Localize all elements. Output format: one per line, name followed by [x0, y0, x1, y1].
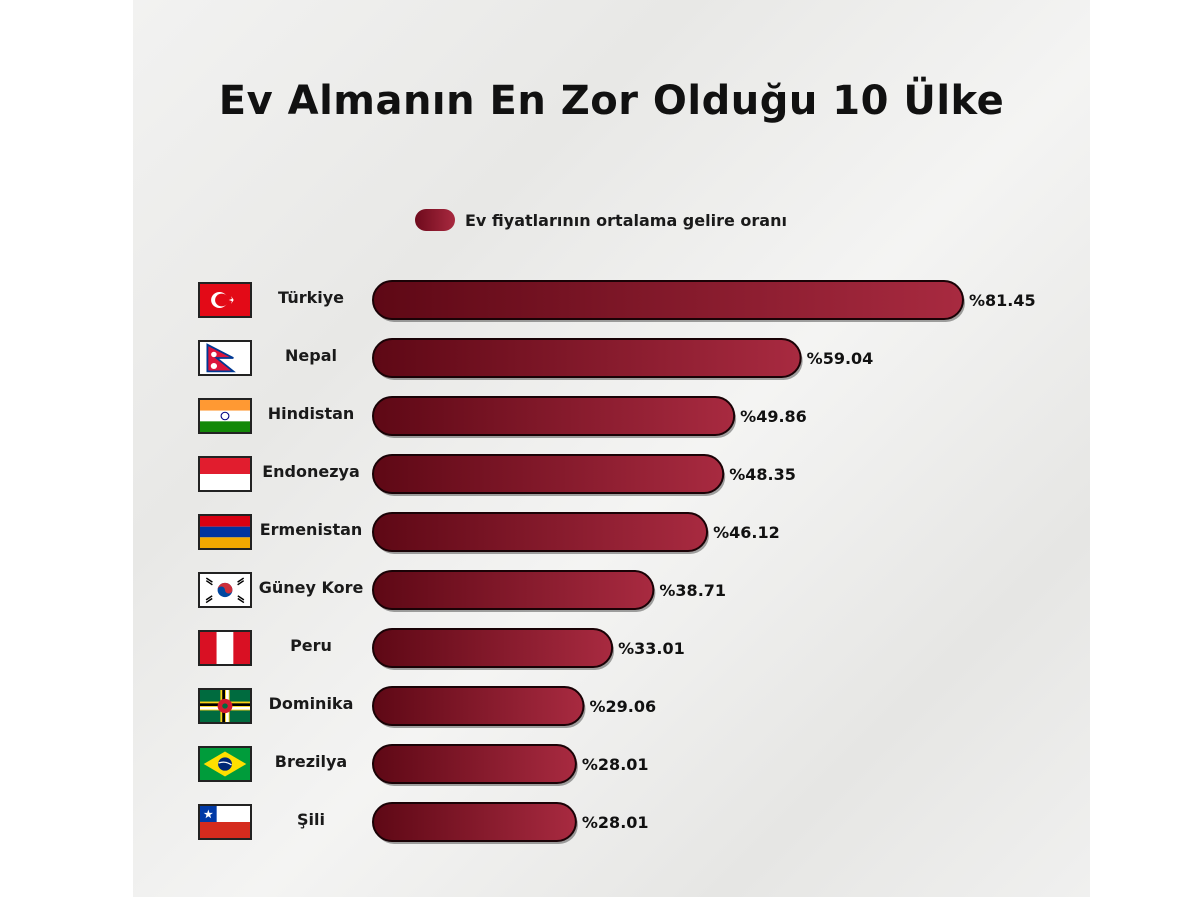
bar-turkey	[372, 280, 964, 320]
country-label: Hindistan	[267, 404, 355, 423]
country-label: Şili	[297, 810, 325, 829]
value-label: %59.04	[807, 349, 874, 368]
bar-nepal	[372, 338, 802, 378]
armenia-flag-icon	[198, 514, 252, 550]
country-label: Türkiye	[277, 288, 345, 307]
bar-india	[372, 396, 736, 436]
value-label: %81.45	[969, 291, 1036, 310]
legend-label: Ev fiyatlarının ortalama gelire oranı	[465, 210, 787, 230]
country-label: Nepal	[285, 346, 337, 365]
legend: Ev fiyatlarının ortalama gelire oranı	[415, 207, 787, 233]
country-label: Dominika	[268, 694, 354, 713]
chile-flag-icon	[198, 804, 252, 840]
bar-chart: %81.45 %59.04 %49.86 %48.35 %46.12 %38.71 %33.…	[372, 280, 1036, 844]
turkey-flag-icon	[198, 282, 252, 318]
value-label: %28.01	[582, 755, 649, 774]
india-flag-icon	[198, 398, 252, 434]
value-label: %28.01	[582, 813, 649, 832]
value-label: %49.86	[740, 407, 807, 426]
legend-swatch	[415, 209, 455, 231]
value-label: %38.71	[659, 581, 726, 600]
value-label: %46.12	[713, 523, 780, 542]
bar-peru	[372, 628, 614, 668]
country-label: Güney Kore	[258, 578, 364, 597]
south-korea-flag-icon	[198, 572, 252, 608]
nepal-flag-icon	[198, 340, 252, 376]
brazil-flag-icon	[198, 746, 252, 782]
bar-brazil	[372, 744, 577, 784]
country-label: Endonezya	[262, 462, 360, 481]
paper-background: Ev Almanın En Zor Olduğu 10 Ülke Ev fiya…	[133, 0, 1090, 897]
dominica-flag-icon	[198, 688, 252, 724]
bar-armenia	[372, 512, 709, 552]
bar-chile	[372, 802, 577, 842]
peru-flag-icon	[198, 630, 252, 666]
value-label: %33.01	[618, 639, 685, 658]
country-label: Ermenistan	[259, 520, 363, 539]
bar-dominica	[372, 686, 585, 726]
value-label: %29.06	[590, 697, 657, 716]
bar-indonesia	[372, 454, 725, 494]
country-label: Brezilya	[274, 752, 348, 771]
bar-south-korea	[372, 570, 655, 610]
country-label: Peru	[290, 636, 332, 655]
chart-title: Ev Almanın En Zor Olduğu 10 Ülke	[218, 78, 1005, 124]
indonesia-flag-icon	[198, 456, 252, 492]
value-label: %48.35	[729, 465, 796, 484]
